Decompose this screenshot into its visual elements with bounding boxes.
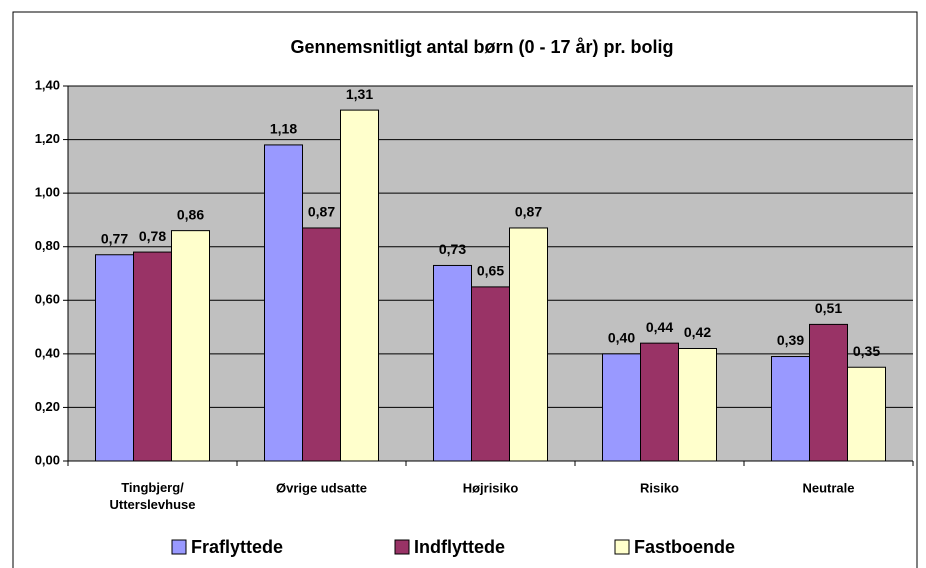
value-label: 0,77 (101, 230, 128, 246)
bar (509, 227, 548, 462)
x-tick-label: Højrisiko (463, 480, 519, 495)
y-tick-label: 0,40 (35, 345, 60, 360)
y-tick-label: 0,20 (35, 399, 60, 414)
y-tick-label: 0,80 (35, 238, 60, 253)
value-label: 0,51 (815, 300, 842, 316)
value-label: 0,39 (777, 332, 804, 348)
legend-label: Fraflyttede (191, 537, 283, 557)
legend-swatch (171, 539, 187, 555)
x-tick-label: Tingbjerg/Utterslevhuse (110, 480, 196, 512)
value-label: 0,73 (439, 241, 466, 257)
bar (771, 356, 810, 462)
bar (471, 286, 510, 462)
value-label: 0,42 (684, 324, 711, 340)
legend-swatch (394, 539, 410, 555)
bar (171, 230, 210, 462)
bar (433, 264, 472, 462)
value-label: 0,44 (646, 319, 673, 335)
bar (133, 251, 172, 462)
bar (678, 348, 717, 462)
y-tick-label: 1,00 (35, 185, 60, 200)
y-tick-label: 0,60 (35, 292, 60, 307)
value-label: 0,78 (139, 228, 166, 244)
value-label: 0,87 (308, 204, 335, 220)
value-label: 1,18 (270, 121, 297, 137)
bar (95, 254, 134, 462)
legend-swatch (614, 539, 630, 555)
bar (340, 109, 379, 462)
bar (640, 342, 679, 462)
value-label: 1,31 (346, 86, 373, 102)
y-tick-label: 1,40 (35, 77, 60, 92)
legend-label: Indflyttede (414, 537, 505, 557)
bar (264, 144, 303, 462)
x-tick-label: Øvrige udsatte (276, 480, 367, 495)
value-label: 0,86 (177, 206, 204, 222)
value-label: 0,35 (853, 343, 880, 359)
bar (847, 366, 886, 462)
value-label: 0,65 (477, 263, 504, 279)
x-tick-label: Risiko (640, 480, 679, 495)
value-label: 0,87 (515, 204, 542, 220)
x-tick-label: Neutrale (802, 480, 854, 495)
legend-label: Fastboende (634, 537, 735, 557)
value-label: 0,40 (608, 330, 635, 346)
y-tick-label: 1,20 (35, 131, 60, 146)
bar (809, 323, 848, 462)
bar (302, 227, 341, 462)
y-tick-label: 0,00 (35, 452, 60, 467)
chart-title: Gennemsnitligt antal børn (0 - 17 år) pr… (290, 37, 673, 57)
bar (602, 353, 641, 462)
